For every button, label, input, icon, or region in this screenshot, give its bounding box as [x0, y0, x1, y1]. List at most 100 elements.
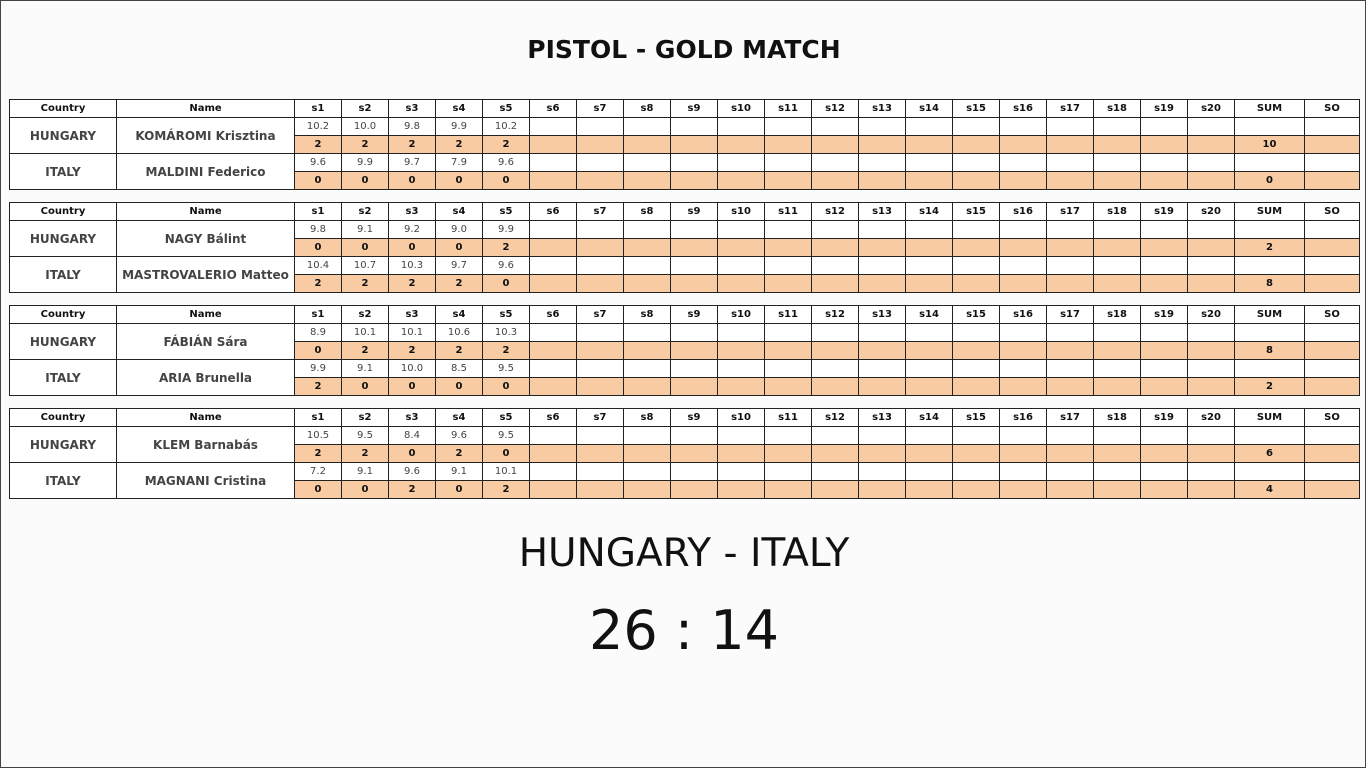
empty-cell	[717, 171, 765, 190]
point: 2	[294, 444, 342, 463]
empty-cell	[623, 256, 671, 275]
empty-cell	[764, 377, 812, 396]
empty-cell	[529, 323, 577, 342]
empty-cell	[764, 153, 812, 172]
empty-cell	[952, 220, 1000, 239]
column-header: Name	[116, 305, 295, 324]
empty-cell	[1046, 171, 1094, 190]
point: 0	[341, 377, 389, 396]
name: FÁBIÁN Sára	[116, 323, 295, 360]
empty-cell	[1304, 171, 1360, 190]
empty-cell	[1304, 462, 1360, 481]
empty-cell	[999, 238, 1047, 257]
empty-cell	[623, 323, 671, 342]
empty-cell	[623, 341, 671, 360]
column-header: s7	[576, 408, 624, 427]
empty-cell	[764, 323, 812, 342]
empty-cell	[1093, 426, 1141, 445]
empty-cell	[1093, 220, 1141, 239]
column-header: s5	[482, 99, 530, 118]
empty-cell	[529, 341, 577, 360]
point: 0	[482, 444, 530, 463]
empty-cell	[952, 256, 1000, 275]
empty-cell	[952, 171, 1000, 190]
empty-cell	[999, 426, 1047, 445]
empty-cell	[623, 480, 671, 499]
shot: 9.5	[482, 359, 530, 378]
empty-cell	[905, 171, 953, 190]
empty-cell	[623, 359, 671, 378]
empty-cell	[529, 274, 577, 293]
point: 0	[341, 480, 389, 499]
empty-cell	[764, 171, 812, 190]
column-header: s17	[1046, 99, 1094, 118]
shot: 10.4	[294, 256, 342, 275]
tables: Country Name s1 s2 s3 s4 s5 s6 s7 s8 s9 s10 s11 s12 s1…	[9, 99, 1360, 511]
empty-cell	[764, 359, 812, 378]
empty-cell	[529, 220, 577, 239]
empty-cell	[858, 256, 906, 275]
name: MAGNANI Cristina	[116, 462, 295, 499]
empty-cell	[858, 462, 906, 481]
empty-cell	[1046, 323, 1094, 342]
shot: 9.1	[341, 359, 389, 378]
sum: 2	[1234, 238, 1305, 257]
empty-cell	[576, 220, 624, 239]
shot: 8.5	[435, 359, 483, 378]
empty-cell	[999, 171, 1047, 190]
empty-cell	[1046, 377, 1094, 396]
column-header: s19	[1140, 202, 1188, 221]
empty-cell	[999, 377, 1047, 396]
sum: 8	[1234, 341, 1305, 360]
empty-cell	[764, 135, 812, 154]
column-header: Country	[9, 202, 117, 221]
empty-cell	[811, 444, 859, 463]
empty-cell	[1187, 256, 1235, 275]
empty-cell	[1140, 444, 1188, 463]
empty-cell	[811, 220, 859, 239]
empty-cell	[529, 462, 577, 481]
column-header: Name	[116, 99, 295, 118]
empty-cell	[811, 274, 859, 293]
column-header: s5	[482, 202, 530, 221]
point: 0	[388, 377, 436, 396]
empty-cell	[1140, 426, 1188, 445]
empty-cell	[1093, 135, 1141, 154]
empty-cell	[1046, 426, 1094, 445]
country: HUNGARY	[9, 426, 117, 463]
empty-cell	[670, 256, 718, 275]
empty-cell	[764, 444, 812, 463]
column-header: SUM	[1234, 408, 1305, 427]
empty-cell	[905, 274, 953, 293]
empty-cell	[576, 135, 624, 154]
empty-cell	[717, 256, 765, 275]
empty-cell	[905, 444, 953, 463]
empty-cell	[811, 323, 859, 342]
empty-cell	[717, 444, 765, 463]
column-header: s8	[623, 99, 671, 118]
empty-cell	[576, 256, 624, 275]
column-header: s4	[435, 202, 483, 221]
empty-cell	[1046, 341, 1094, 360]
empty-cell	[576, 462, 624, 481]
column-header: s7	[576, 99, 624, 118]
empty-cell	[952, 153, 1000, 172]
empty-cell	[764, 480, 812, 499]
empty-cell	[717, 377, 765, 396]
column-header: s13	[858, 408, 906, 427]
empty-cell	[811, 256, 859, 275]
empty-cell	[1304, 480, 1360, 499]
name: KOMÁROMI Krisztina	[116, 117, 295, 154]
empty-cell	[905, 153, 953, 172]
empty-cell	[1304, 153, 1360, 172]
empty-cell	[1093, 117, 1141, 136]
empty-cell	[717, 220, 765, 239]
title: PISTOL - GOLD MATCH	[527, 35, 841, 64]
empty-cell	[811, 171, 859, 190]
column-header: s15	[952, 202, 1000, 221]
column-header: s3	[388, 408, 436, 427]
empty-cell	[670, 377, 718, 396]
empty-cell	[1093, 323, 1141, 342]
column-header: s3	[388, 202, 436, 221]
